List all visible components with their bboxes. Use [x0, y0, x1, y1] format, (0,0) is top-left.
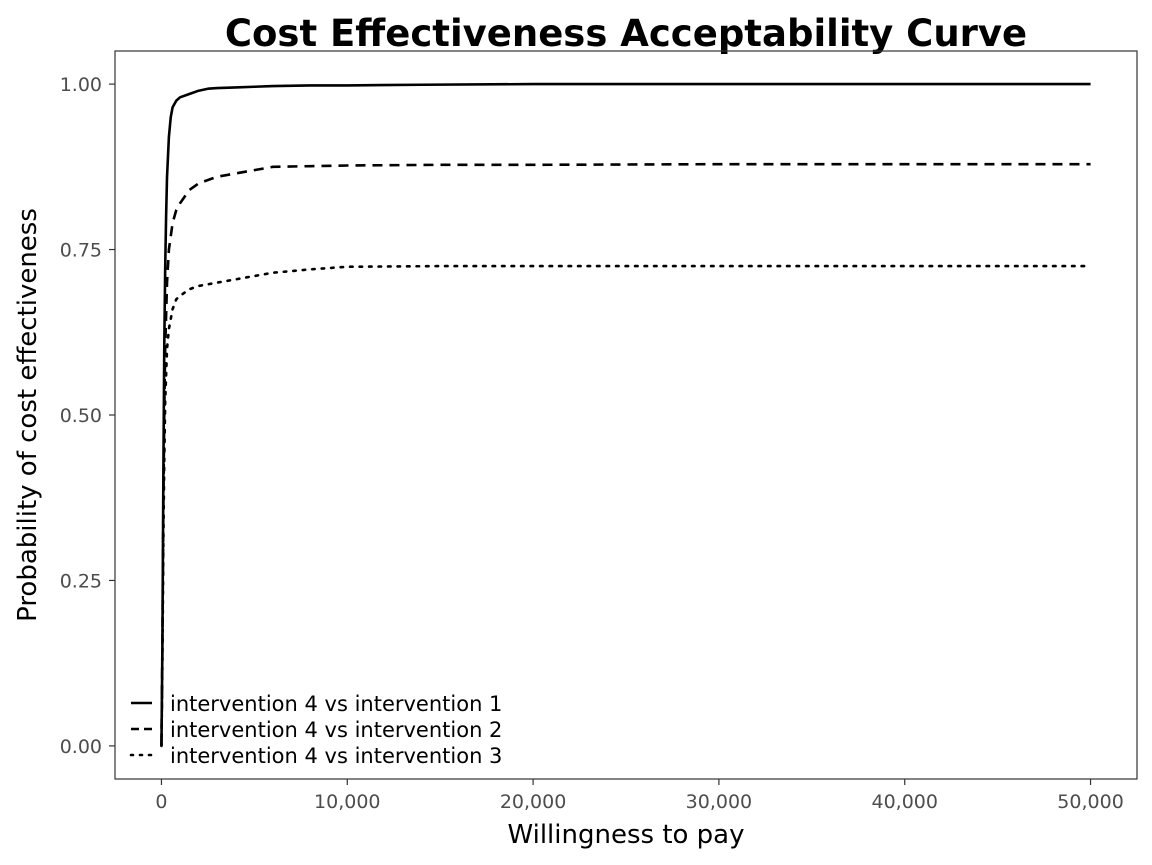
- y-tick-label: 1.00: [60, 74, 102, 96]
- series-line-3: [160, 264, 1092, 748]
- y-axis-title: Probability of cost effectiveness: [13, 208, 43, 622]
- y-tick-label: 0.75: [60, 240, 102, 262]
- y-tick-label: 0.00: [60, 736, 102, 758]
- x-tick-label: 20,000: [500, 791, 566, 813]
- series-line-1: [160, 82, 1091, 746]
- x-tick-label: 0: [155, 791, 167, 813]
- legend: intervention 4 vs intervention 1interven…: [129, 692, 502, 768]
- series-line-2: [160, 162, 1091, 746]
- x-tick-label: 30,000: [686, 791, 752, 813]
- y-axis: 0.00 0.25 0.50 0.75 1.00: [60, 74, 115, 758]
- y-tick-label: 0.50: [60, 405, 102, 427]
- series-lines: [160, 82, 1092, 748]
- x-axis-title: Willingness to pay: [507, 820, 744, 850]
- x-tick-label: 50,000: [1057, 791, 1123, 813]
- legend-label-1: intervention 4 vs intervention 1: [170, 692, 502, 716]
- x-tick-label: 40,000: [871, 791, 937, 813]
- y-tick-label: 0.25: [60, 570, 102, 592]
- x-tick-label: 10,000: [314, 791, 380, 813]
- chart-title: Cost Effectiveness Acceptability Curve: [225, 12, 1027, 55]
- legend-label-3: intervention 4 vs intervention 3: [170, 744, 502, 768]
- legend-label-2: intervention 4 vs intervention 2: [170, 718, 502, 742]
- x-axis: 0 10,000 20,000 30,000 40,000 50,000: [155, 779, 1124, 813]
